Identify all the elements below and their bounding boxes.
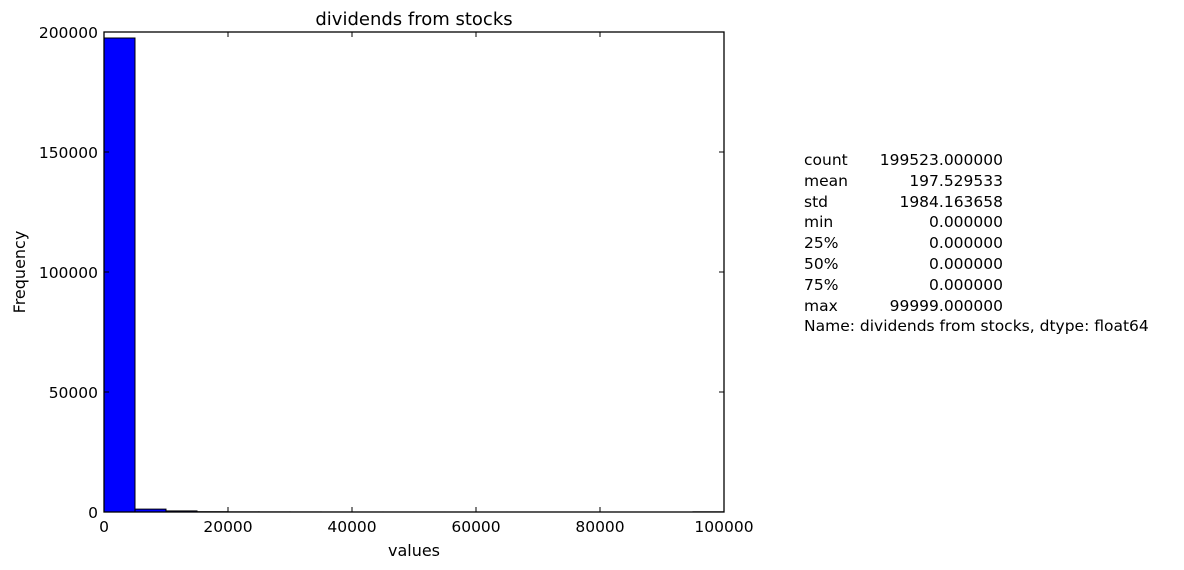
y-tick-label: 0 xyxy=(88,504,98,522)
y-tick-label: 150000 xyxy=(39,144,98,162)
y-axis-label: Frequency xyxy=(10,231,29,314)
stat-row: min 0.000000 xyxy=(804,212,1149,233)
histogram-bar-0 xyxy=(103,37,136,513)
stat-value: 0.000000 xyxy=(929,254,1003,273)
ticks-group: 0 20000 40000 60000 80000 100000 0 50000 100000 1… xyxy=(39,24,754,536)
stat-key: count xyxy=(804,151,848,169)
stat-value: 199523.000000 xyxy=(879,151,1003,169)
x-tick-label: 80000 xyxy=(575,518,624,536)
x-tick-label: 60000 xyxy=(451,518,500,536)
summary-stats: count 199523.000000 mean 197.529533 std 1984.… xyxy=(804,150,1149,337)
bars-group xyxy=(103,37,725,513)
stats-name-line: Name: dividends from stocks, dtype: floa… xyxy=(804,317,1149,336)
histogram-chart: dividends from stocks 0 20000 40000 60000 80… xyxy=(10,9,754,560)
stat-value: 1984.163658 xyxy=(899,192,1003,211)
stat-value: 0.000000 xyxy=(929,275,1003,294)
stat-row: mean 197.529533 xyxy=(804,171,1149,192)
stat-value: 0.000000 xyxy=(929,234,1003,253)
y-tick-label: 100000 xyxy=(39,264,98,282)
stat-key: 25% xyxy=(804,234,839,253)
stat-row: 75% 0.000000 xyxy=(804,275,1149,296)
stat-key: min xyxy=(804,213,834,232)
stat-value: 99999.000000 xyxy=(889,296,1003,315)
chart-title: dividends from stocks xyxy=(315,9,512,30)
stats-rows: count 199523.000000 mean 197.529533 std 1984.… xyxy=(804,150,1149,316)
x-tick-label: 20000 xyxy=(203,518,252,536)
y-tick-label: 200000 xyxy=(39,24,98,42)
stat-row: count 199523.000000 xyxy=(804,150,1149,171)
y-tick-label: 50000 xyxy=(49,384,98,402)
stat-key: std xyxy=(804,192,828,211)
plot-frame xyxy=(103,31,725,513)
x-tick-label: 40000 xyxy=(327,518,376,536)
stat-value: 197.529533 xyxy=(909,171,1003,190)
stat-key: mean xyxy=(804,171,848,190)
stat-row: 25% 0.000000 xyxy=(804,233,1149,254)
stat-row: std 1984.163658 xyxy=(804,192,1149,213)
stat-value: 0.000000 xyxy=(929,213,1003,232)
stat-key: 75% xyxy=(804,275,839,294)
x-axis-label: values xyxy=(388,541,440,560)
stat-row: max 99999.000000 xyxy=(804,296,1149,317)
stat-key: max xyxy=(804,296,838,315)
stat-row: 50% 0.000000 xyxy=(804,254,1149,275)
stat-key: 50% xyxy=(804,254,839,273)
x-tick-label: 100000 xyxy=(694,518,753,536)
x-tick-label: 0 xyxy=(99,518,109,536)
